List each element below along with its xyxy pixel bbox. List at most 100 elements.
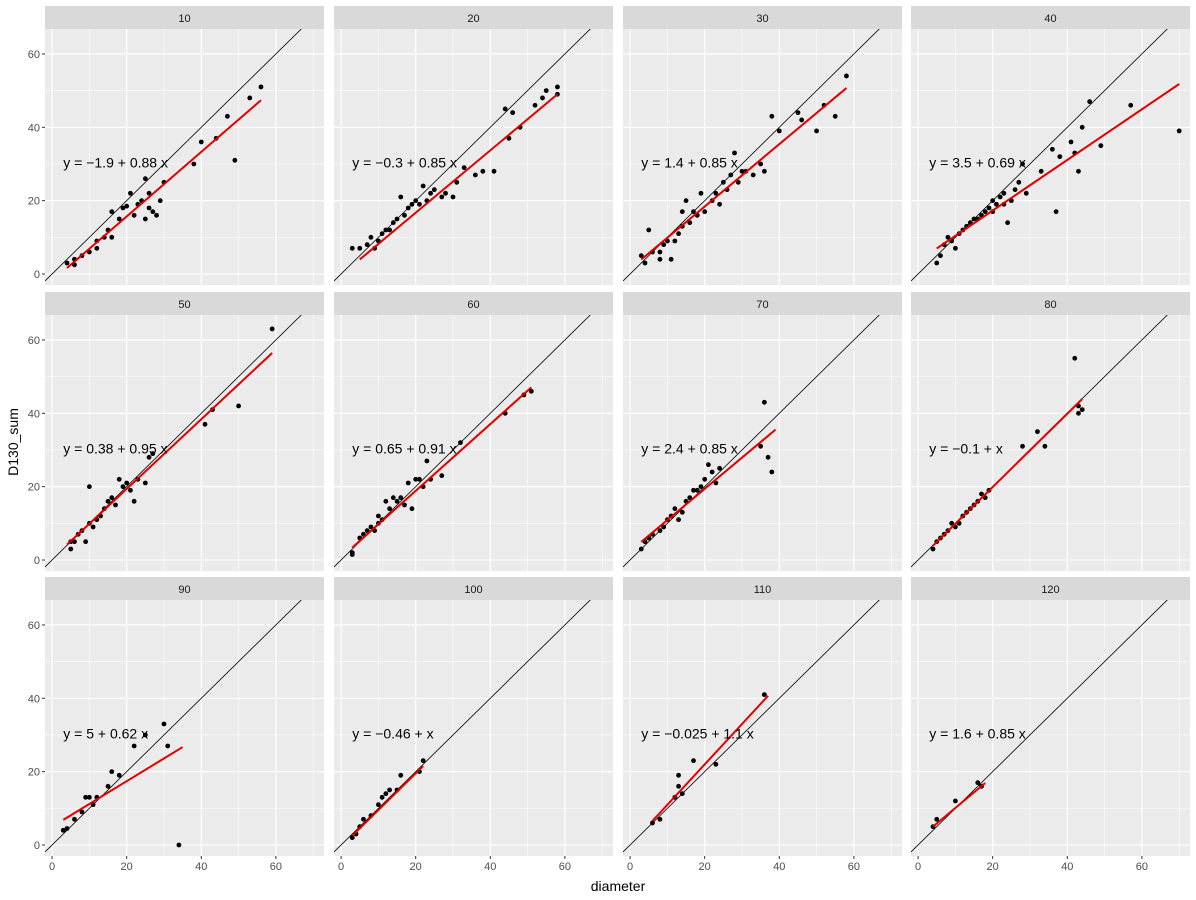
data-point: [638, 546, 644, 552]
data-point: [105, 783, 111, 789]
data-point: [679, 209, 685, 215]
data-point: [247, 95, 253, 101]
data-point: [409, 506, 415, 512]
x-tick-label: 20: [410, 861, 422, 873]
identity-line: [623, 600, 880, 853]
data-point: [128, 190, 133, 196]
facet-strip-label: 50: [178, 299, 190, 311]
data-point: [638, 253, 644, 259]
panel-plot-area: [334, 315, 591, 568]
data-point: [64, 260, 70, 266]
regression-equation: y = 1.4 + 0.85 x: [641, 155, 738, 171]
data-point: [1068, 139, 1074, 145]
data-point: [131, 743, 137, 749]
data-point: [732, 150, 737, 156]
facet-panel-20: 20 y = −0.3 + 0.85 x: [334, 6, 613, 285]
fit-line: [932, 398, 1083, 547]
data-point: [735, 179, 741, 185]
facet-strip: [334, 577, 613, 600]
data-point: [1042, 443, 1048, 449]
facet-strip-label: 70: [756, 299, 768, 311]
data-point: [461, 165, 467, 171]
data-point: [676, 772, 681, 778]
data-point: [952, 798, 958, 804]
y-tick-label: 0: [34, 269, 40, 281]
data-point: [769, 469, 775, 475]
x-tick-label: 40: [1061, 861, 1073, 873]
data-point: [1057, 154, 1063, 160]
data-point: [454, 179, 460, 185]
fit-line: [640, 87, 848, 261]
panel-background: [45, 600, 324, 856]
facet-strip: [45, 577, 324, 600]
data-point: [728, 172, 734, 178]
data-point: [146, 190, 152, 196]
panel-plot-area: [911, 29, 1182, 282]
facet-panel-40: 40 y = 3.5 + 0.69 x: [911, 6, 1190, 285]
data-point: [116, 476, 122, 482]
data-point: [72, 816, 77, 822]
panel-background: [911, 315, 1190, 571]
panel-plot-area: [623, 315, 880, 568]
data-point: [349, 245, 355, 251]
facet-panel-30: 30 y = 1.4 + 0.85 x: [623, 6, 902, 285]
data-point: [379, 231, 385, 237]
data-point: [472, 172, 478, 178]
data-point: [128, 487, 133, 493]
data-point: [1038, 168, 1044, 174]
data-point: [142, 480, 148, 486]
data-point: [368, 234, 374, 240]
facet-strip-label: 110: [754, 584, 772, 596]
data-point: [975, 780, 981, 786]
facet-strip: [911, 577, 1190, 600]
data-point: [990, 198, 996, 204]
regression-equation: y = −1.9 + 0.88 x: [63, 155, 168, 171]
identity-line: [623, 315, 880, 568]
fit-line: [351, 765, 424, 837]
data-point: [109, 234, 115, 240]
y-tick-label: 20: [28, 482, 40, 494]
regression-equation: y = 3.5 + 0.69 x: [929, 155, 1026, 171]
data-point: [224, 113, 230, 119]
data-point: [532, 102, 538, 108]
data-point: [982, 209, 988, 215]
data-point: [676, 517, 681, 523]
data-point: [90, 524, 96, 530]
x-tick-label: 0: [627, 861, 633, 873]
data-point: [131, 498, 137, 504]
data-point: [543, 88, 549, 94]
data-point: [1072, 355, 1078, 361]
data-point: [105, 498, 111, 504]
data-point: [657, 256, 663, 262]
data-point: [540, 95, 545, 101]
facet-panel-50: 50 y = 0.38 + 0.95 x 0 20 40 60: [28, 292, 324, 571]
fit-line: [640, 428, 777, 543]
facet-panel-100: 100 y = −0.46 + x 0 20 40 60: [334, 577, 613, 873]
data-point: [814, 128, 819, 134]
panel-plot-area: [623, 29, 880, 282]
data-point: [79, 809, 85, 815]
x-tick-label: 40: [195, 861, 207, 873]
data-point: [657, 249, 663, 255]
facet-strip: [334, 292, 613, 315]
data-point: [109, 209, 115, 215]
x-tick-label: 20: [699, 861, 711, 873]
data-point: [439, 473, 445, 479]
y-tick-label: 60: [28, 620, 40, 632]
data-point: [383, 498, 389, 504]
data-point: [1087, 99, 1093, 105]
data-point: [795, 110, 801, 116]
facet-strip: [623, 6, 902, 29]
data-point: [679, 509, 685, 515]
data-point: [405, 205, 411, 211]
data-point: [1012, 187, 1018, 193]
data-point: [379, 794, 385, 800]
facet-panel-90: 90 y = 5 + 0.62 x 0 20 40 60 0 20 40 60: [28, 577, 324, 873]
x-tick-label: 60: [559, 861, 571, 873]
regression-equation: y = −0.3 + 0.85 x: [352, 155, 457, 171]
x-axis-title: diameter: [591, 878, 646, 894]
data-point: [717, 201, 723, 207]
data-point: [945, 234, 951, 240]
data-point: [706, 462, 711, 468]
data-point: [776, 128, 782, 134]
